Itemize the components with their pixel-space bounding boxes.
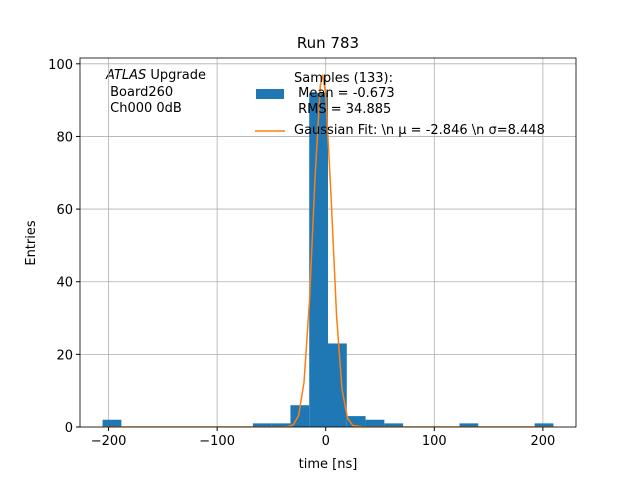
hist-bar [534, 423, 554, 427]
legend-label: Samples (133): Mean = -0.673 RMS = 34.88… [294, 70, 395, 117]
hist-bar [102, 419, 122, 427]
x-axis-label: time [ns] [299, 457, 358, 472]
plot-frame [79, 57, 577, 428]
x-tick-label: −100 [199, 434, 235, 449]
y-tick-label: 0 [65, 421, 73, 436]
annotation-italic: ATLAS [105, 68, 146, 83]
hist-bar [309, 92, 328, 427]
y-tick-label: 100 [48, 58, 73, 73]
x-tick-label: −200 [91, 434, 127, 449]
annotation-line: Ch000 0dB [106, 101, 182, 116]
annotation-rest: Upgrade [146, 68, 206, 83]
chart-title: Run 783 [297, 34, 359, 52]
legend-label: Gaussian Fit: \n μ = -2.846 \n σ=8.448 [294, 123, 545, 139]
y-tick-label: 60 [56, 203, 73, 218]
hist-bar [346, 416, 366, 427]
hist-bar [459, 423, 479, 427]
fit-line [103, 74, 554, 427]
y-tick-label: 20 [56, 348, 73, 363]
hist-bar [384, 423, 404, 427]
hist-bar [328, 343, 347, 427]
hist-bar [365, 419, 385, 427]
hist-bar [271, 423, 291, 427]
annotation-line: Board260 [106, 85, 173, 100]
annotation: ATLAS Upgrade [105, 68, 206, 83]
legend-swatch [256, 89, 284, 99]
hist-bar [252, 423, 272, 427]
x-tick-label: 0 [322, 434, 330, 449]
x-tick-label: 200 [530, 434, 555, 449]
y-tick-label: 80 [56, 130, 73, 145]
y-axis-label: Entries [24, 220, 39, 266]
y-tick-label: 40 [56, 276, 73, 291]
x-tick-label: 100 [422, 434, 447, 449]
